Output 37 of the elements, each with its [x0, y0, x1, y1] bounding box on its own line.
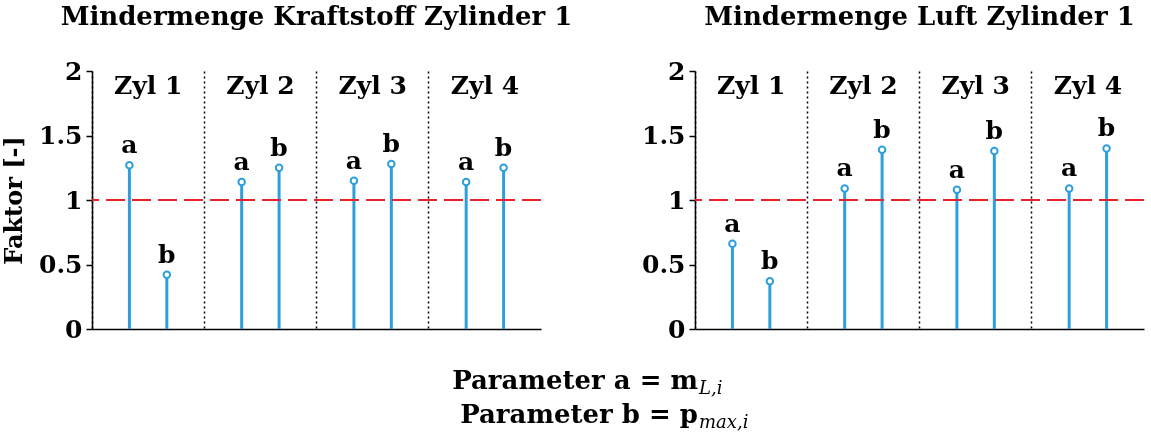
y-tick-label: 0.5: [642, 250, 686, 279]
y-tick-label: 1: [668, 185, 686, 215]
y-tick-label: 1.5: [642, 121, 686, 150]
chart-title: Mindermenge Kraftstoff Zylinder 1: [60, 1, 573, 31]
text: a: [1061, 153, 1078, 183]
y-tick-label: 1: [65, 185, 83, 215]
y-axis-title: Faktor [-]: [0, 136, 29, 265]
y-tick-label: 0: [668, 314, 686, 344]
y-tick-label: 0: [65, 314, 83, 344]
x-tick-label: Zyl 1: [113, 71, 183, 100]
text: b: [382, 128, 401, 158]
x-tick-label: Zyl 3: [338, 71, 407, 100]
y-tick-label: 0.5: [39, 250, 83, 279]
y-tick-label: 1.5: [39, 121, 83, 150]
text: a: [121, 130, 138, 160]
series-label: a: [233, 146, 250, 176]
y-tick-label: 2: [65, 56, 83, 86]
chart-title: Mindermenge Luft Zylinder 1: [704, 1, 1135, 31]
series-label: a: [724, 208, 741, 238]
series-label: b: [873, 114, 891, 144]
x-tick-label: Zyl 4: [1053, 71, 1123, 100]
text: b: [1097, 113, 1116, 143]
y-tick-label: 2: [668, 56, 686, 86]
text: a: [345, 145, 363, 175]
text: b: [270, 132, 288, 162]
x-tick-label: Zyl 1: [716, 71, 786, 100]
series-label: b: [158, 239, 176, 269]
text: b: [494, 132, 513, 162]
x-tick-label: Zyl 3: [941, 71, 1010, 100]
text: a: [836, 153, 853, 183]
x-tick-label: Zyl 4: [450, 71, 520, 100]
x-tick-label: Zyl 2: [226, 71, 295, 100]
text: a: [458, 146, 475, 176]
text: b: [761, 246, 779, 276]
text: a: [948, 154, 966, 184]
x-tick-label: Zyl 2: [829, 71, 898, 100]
text: b: [985, 115, 1004, 145]
